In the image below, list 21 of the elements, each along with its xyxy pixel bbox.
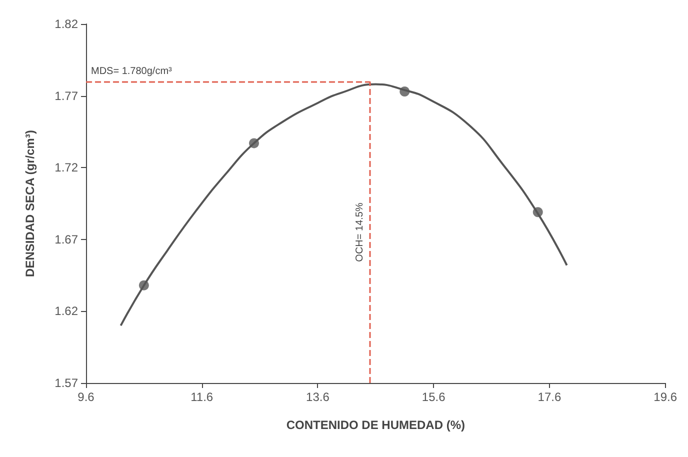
- point: [532, 207, 543, 218]
- y-tick-label: 1.72: [54, 160, 78, 175]
- y-tick-label: 1.82: [54, 17, 78, 31]
- point: [400, 86, 410, 96]
- x-tick-label: 15.6: [422, 390, 446, 404]
- x-axis-title: CONTENIDO DE HUMEDAD (%): [286, 418, 465, 432]
- point: [249, 138, 260, 148]
- ref-line-label: MDS= 1.780g/cm³: [91, 66, 173, 77]
- point: [138, 280, 149, 290]
- x-tick-label: 9.6: [78, 390, 95, 404]
- x-tick-label: 11.6: [190, 390, 214, 404]
- y-axis-title: DENSIDAD SECA (gr/cm³): [23, 130, 37, 277]
- ref-line-label: OCH= 14.5%: [354, 202, 366, 262]
- y-tick-label: 1.67: [54, 232, 78, 246]
- y-tick-label: 1.77: [54, 88, 78, 103]
- y-tick-label: 1.57: [54, 376, 78, 390]
- line-series: [120, 83, 568, 327]
- y-tick-label: 1.62: [54, 304, 78, 318]
- x-tick-label: 13.6: [306, 390, 330, 404]
- x-tick-label: 19.6: [654, 390, 678, 404]
- x-tick-label: 17.6: [538, 390, 562, 404]
